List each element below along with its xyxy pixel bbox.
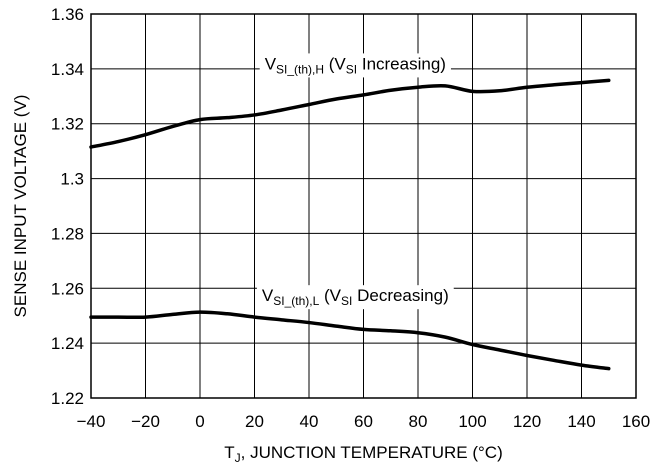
x-axis-label: TJ, JUNCTION TEMPERATURE (°C) bbox=[224, 443, 503, 465]
x-tick-label: 120 bbox=[513, 412, 541, 431]
x-tick-label: 0 bbox=[195, 412, 204, 431]
x-tick-label: 100 bbox=[458, 412, 486, 431]
grid-lines bbox=[91, 14, 636, 398]
annotation-background bbox=[259, 53, 451, 78]
x-tick-label: −40 bbox=[77, 412, 106, 431]
y-tick-label: 1.26 bbox=[51, 279, 84, 298]
y-tick-label: 1.34 bbox=[51, 60, 84, 79]
y-tick-label: 1.22 bbox=[51, 389, 84, 408]
y-tick-label: 1.24 bbox=[51, 334, 84, 353]
x-tick-label: 20 bbox=[245, 412, 264, 431]
y-tick-label: 1.28 bbox=[51, 224, 84, 243]
series-annotation: VSI_(th),L (VSI Decreasing) bbox=[262, 286, 449, 308]
series-annotation: VSI_(th),H (VSI Increasing) bbox=[265, 54, 446, 76]
x-tick-label: 140 bbox=[567, 412, 595, 431]
annotations: VSI_(th),H (VSI Increasing) VSI_(th),L (V… bbox=[262, 54, 449, 308]
y-axis-label: SENSE INPUT VOLTAGE (V) bbox=[11, 95, 30, 318]
series-line-decreasing bbox=[89, 310, 611, 371]
series-line-increasing bbox=[89, 78, 611, 149]
plot-frame bbox=[90, 13, 637, 399]
annotation-background bbox=[256, 285, 454, 310]
y-tick-label: 1.32 bbox=[51, 115, 84, 134]
tick-labels: −40 −20 0 20 40 60 80 100 120 140 160 1.22 1.24 1.26 1… bbox=[51, 5, 650, 431]
annotation-backgrounds bbox=[256, 53, 454, 310]
x-tick-label: 60 bbox=[354, 412, 373, 431]
series-lines bbox=[89, 78, 611, 371]
x-tick-label: 40 bbox=[300, 412, 319, 431]
y-tick-label: 1.36 bbox=[51, 5, 84, 24]
x-tick-label: 80 bbox=[409, 412, 428, 431]
x-tick-label: −20 bbox=[131, 412, 160, 431]
y-tick-label: 1.3 bbox=[60, 170, 84, 189]
x-tick-label: 160 bbox=[622, 412, 650, 431]
